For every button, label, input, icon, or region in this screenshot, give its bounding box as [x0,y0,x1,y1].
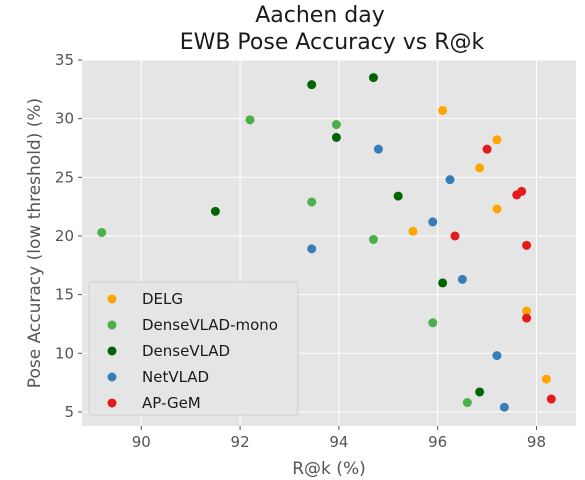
legend-marker-delg [107,294,117,304]
point-netvlad [492,351,502,361]
y-tick-label: 30 [55,110,74,128]
legend-marker-ap-gem [107,398,117,408]
legend-label-ap-gem: AP-GeM [142,394,201,412]
y-axis-ticks: 5 10 15 20 25 30 35 [55,51,82,421]
point-ap-gem [546,394,556,404]
data-points [97,73,556,412]
point-densevlad [438,278,448,288]
legend-label-densevlad-mono: DenseVLAD-mono [142,316,278,334]
point-ap-gem [522,240,532,250]
point-densevlad-mono [368,234,378,244]
x-axis-ticks: 90 92 94 96 98 [132,426,546,451]
point-ap-gem [522,313,532,323]
y-axis-label: Pose Accuracy (low threshold) (%) [25,98,45,388]
point-netvlad [307,244,317,254]
point-densevlad [307,80,317,90]
chart-title-line2: EWB Pose Accuracy vs R@k [180,30,485,55]
legend-box [88,281,299,416]
y-tick-label: 15 [55,286,74,304]
point-densevlad [331,132,341,142]
point-densevlad-mono [428,318,438,328]
point-densevlad-mono [331,120,341,130]
y-tick-label: 35 [55,51,74,69]
point-netvlad [445,175,455,185]
point-delg [475,163,485,173]
point-netvlad [457,274,467,284]
point-delg [541,374,551,384]
x-axis-label: R@k (%) [292,459,365,479]
point-densevlad-mono [307,197,317,207]
legend-marker-netvlad [107,372,117,382]
point-ap-gem [512,190,522,200]
point-ap-gem [482,144,492,154]
legend-label-netvlad: NetVLAD [142,368,209,386]
y-tick-label: 20 [55,227,74,245]
legend-marker-densevlad-mono [107,320,117,330]
point-netvlad [373,144,383,154]
legend-marker-densevlad [107,346,117,356]
point-delg [492,204,502,214]
point-delg [438,105,448,115]
point-densevlad-mono [245,115,255,125]
y-tick-label: 25 [55,168,74,186]
point-ap-gem [450,231,460,241]
point-netvlad [499,402,509,412]
y-tick-label: 5 [64,403,74,421]
legend-label-delg: DELG [142,290,183,308]
x-tick-label: 90 [132,433,151,451]
x-tick-label: 98 [527,433,546,451]
point-densevlad [368,73,378,83]
point-densevlad-mono [97,227,107,237]
point-delg [408,226,418,236]
x-tick-label: 94 [329,433,348,451]
x-tick-label: 92 [231,433,250,451]
point-densevlad [475,387,485,397]
point-densevlad [393,191,403,201]
legend-label-densevlad: DenseVLAD [142,342,230,360]
point-netvlad [428,217,438,227]
point-delg [492,135,502,145]
chart-title-line1: Aachen day [255,3,385,28]
y-tick-label: 10 [55,344,74,362]
legend: DELG DenseVLAD-mono DenseVLAD NetVLAD AP-GeM [88,281,299,416]
point-densevlad [210,206,220,216]
x-tick-label: 96 [428,433,447,451]
point-delg [522,306,532,316]
point-densevlad-mono [462,398,472,408]
